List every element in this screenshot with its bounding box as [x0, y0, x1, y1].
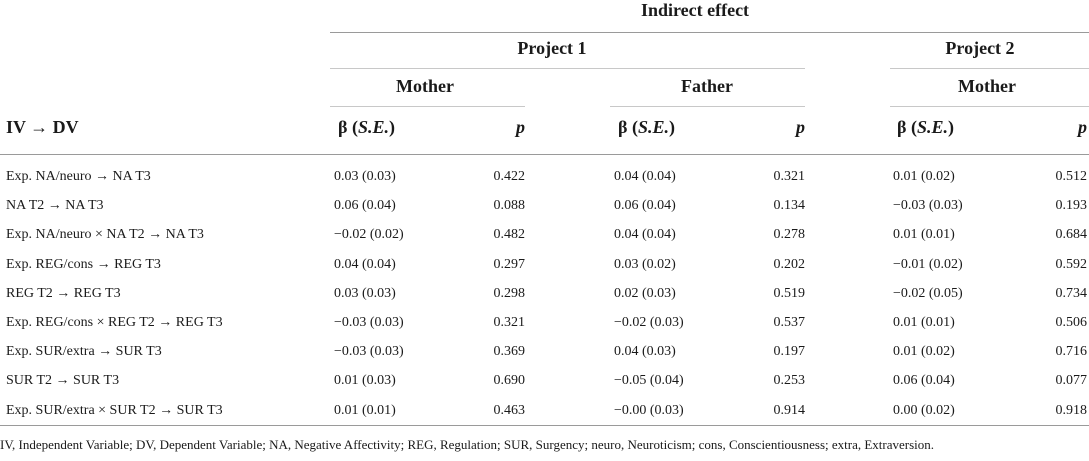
mother1-p: 0.369	[493, 344, 526, 359]
row-label: Exp. NA/neuro × NA T2 → NA T3	[6, 227, 204, 242]
header-mother-project-1: Mother	[396, 76, 454, 96]
father1-p: 0.914	[773, 403, 806, 418]
mother2-beta: 0.06 (0.04)	[893, 373, 955, 388]
header-p-2: p	[763, 117, 805, 138]
beta-se: S.E.	[357, 117, 390, 137]
father1-p: 0.197	[773, 344, 806, 359]
mother1-beta: −0.02 (0.02)	[334, 227, 404, 242]
beta-suffix: )	[948, 117, 955, 137]
mother1-beta: −0.03 (0.03)	[334, 344, 404, 359]
mother1-p: 0.463	[493, 403, 526, 418]
father1-p: 0.253	[773, 373, 806, 388]
mother1-beta: −0.03 (0.03)	[334, 315, 404, 330]
mother2-beta: −0.02 (0.05)	[893, 286, 963, 301]
mother2-beta: −0.01 (0.02)	[893, 257, 963, 272]
row-label: Exp. SUR/extra × SUR T2 → SUR T3	[6, 403, 223, 418]
beta-se: S.E.	[916, 117, 949, 137]
row-label: SUR T2 → SUR T3	[6, 373, 120, 388]
mother2-beta: 0.01 (0.01)	[893, 227, 955, 242]
father1-beta: 0.04 (0.04)	[614, 227, 676, 242]
row-label: Exp. REG/cons × REG T2 → REG T3	[6, 315, 223, 330]
father1-beta: 0.04 (0.03)	[614, 344, 676, 359]
father1-beta: −0.05 (0.04)	[614, 373, 684, 388]
mother2-p: 0.716	[1055, 344, 1088, 359]
footnote: IV, Independent Variable; DV, Dependent …	[0, 437, 935, 452]
row-label: Exp. NA/neuro → NA T3	[6, 169, 151, 184]
p-label: p	[1078, 117, 1087, 137]
header-beta-se-3: β (S.E.)	[897, 117, 954, 138]
mother2-p: 0.734	[1055, 286, 1088, 301]
header-father-project-1: Father	[681, 76, 733, 96]
mother2-p: 0.512	[1055, 169, 1088, 184]
mother1-beta: 0.01 (0.01)	[334, 403, 396, 418]
mother2-p: 0.918	[1055, 403, 1088, 418]
mother2-beta: 0.01 (0.02)	[893, 169, 955, 184]
row-label: NA T2 → NA T3	[6, 198, 104, 213]
rule-table-bottom	[0, 425, 1089, 426]
mother1-beta: 0.03 (0.03)	[334, 286, 396, 301]
rule-under-column-headers	[0, 154, 1089, 155]
row-label: Exp. REG/cons → REG T3	[6, 257, 161, 272]
father1-p: 0.202	[773, 257, 806, 272]
mother2-p: 0.506	[1055, 315, 1088, 330]
header-iv-dv: IV → DV	[6, 117, 79, 137]
mother2-beta: 0.01 (0.01)	[893, 315, 955, 330]
mother1-p: 0.482	[493, 227, 526, 242]
mother2-p: 0.193	[1055, 198, 1088, 213]
beta-prefix: β (	[897, 117, 917, 137]
father1-beta: −0.00 (0.03)	[614, 403, 684, 418]
beta-suffix: )	[669, 117, 676, 137]
rule-under-project-1	[330, 68, 805, 69]
rule-under-indirect-effect	[330, 32, 1089, 33]
mother1-p: 0.690	[493, 373, 526, 388]
father1-p: 0.537	[773, 315, 806, 330]
father1-p: 0.519	[773, 286, 806, 301]
mother2-p: 0.592	[1055, 257, 1088, 272]
father1-beta: 0.03 (0.02)	[614, 257, 676, 272]
beta-suffix: )	[389, 117, 396, 137]
rule-under-father-1	[610, 106, 805, 107]
mother1-beta: 0.04 (0.04)	[334, 257, 396, 272]
mother1-p: 0.088	[493, 198, 526, 213]
father1-beta: 0.06 (0.04)	[614, 198, 676, 213]
beta-prefix: β (	[338, 117, 358, 137]
mother2-beta: 0.00 (0.02)	[893, 403, 955, 418]
mother1-beta: 0.03 (0.03)	[334, 169, 396, 184]
father1-beta: −0.02 (0.03)	[614, 315, 684, 330]
rule-under-project-2	[890, 68, 1089, 69]
beta-prefix: β (	[618, 117, 638, 137]
p-label: p	[796, 117, 805, 137]
father1-beta: 0.04 (0.04)	[614, 169, 676, 184]
father1-p: 0.278	[773, 227, 806, 242]
mother1-p: 0.298	[493, 286, 526, 301]
mother2-p: 0.077	[1055, 373, 1088, 388]
header-p-3: p	[1045, 117, 1087, 138]
header-project-2: Project 2	[945, 38, 1015, 58]
mother2-beta: 0.01 (0.02)	[893, 344, 955, 359]
rule-under-mother-1	[330, 106, 525, 107]
mother1-p: 0.297	[493, 257, 526, 272]
header-beta-se-1: β (S.E.)	[338, 117, 395, 138]
mother2-p: 0.684	[1055, 227, 1088, 242]
row-label: REG T2 → REG T3	[6, 286, 121, 301]
p-label: p	[516, 117, 525, 137]
father1-p: 0.134	[773, 198, 806, 213]
beta-se: S.E.	[637, 117, 670, 137]
header-p-1: p	[483, 117, 525, 138]
mother1-beta: 0.06 (0.04)	[334, 198, 396, 213]
mother1-beta: 0.01 (0.03)	[334, 373, 396, 388]
mother1-p: 0.321	[493, 315, 526, 330]
father1-beta: 0.02 (0.03)	[614, 286, 676, 301]
mother2-beta: −0.03 (0.03)	[893, 198, 963, 213]
header-beta-se-2: β (S.E.)	[618, 117, 675, 138]
mother1-p: 0.422	[493, 169, 526, 184]
header-indirect-effect: Indirect effect	[640, 0, 750, 20]
row-label: Exp. SUR/extra → SUR T3	[6, 344, 162, 359]
rule-under-mother-2	[890, 106, 1089, 107]
header-mother-project-2: Mother	[958, 76, 1016, 96]
father1-p: 0.321	[773, 169, 806, 184]
header-project-1: Project 1	[517, 38, 587, 58]
